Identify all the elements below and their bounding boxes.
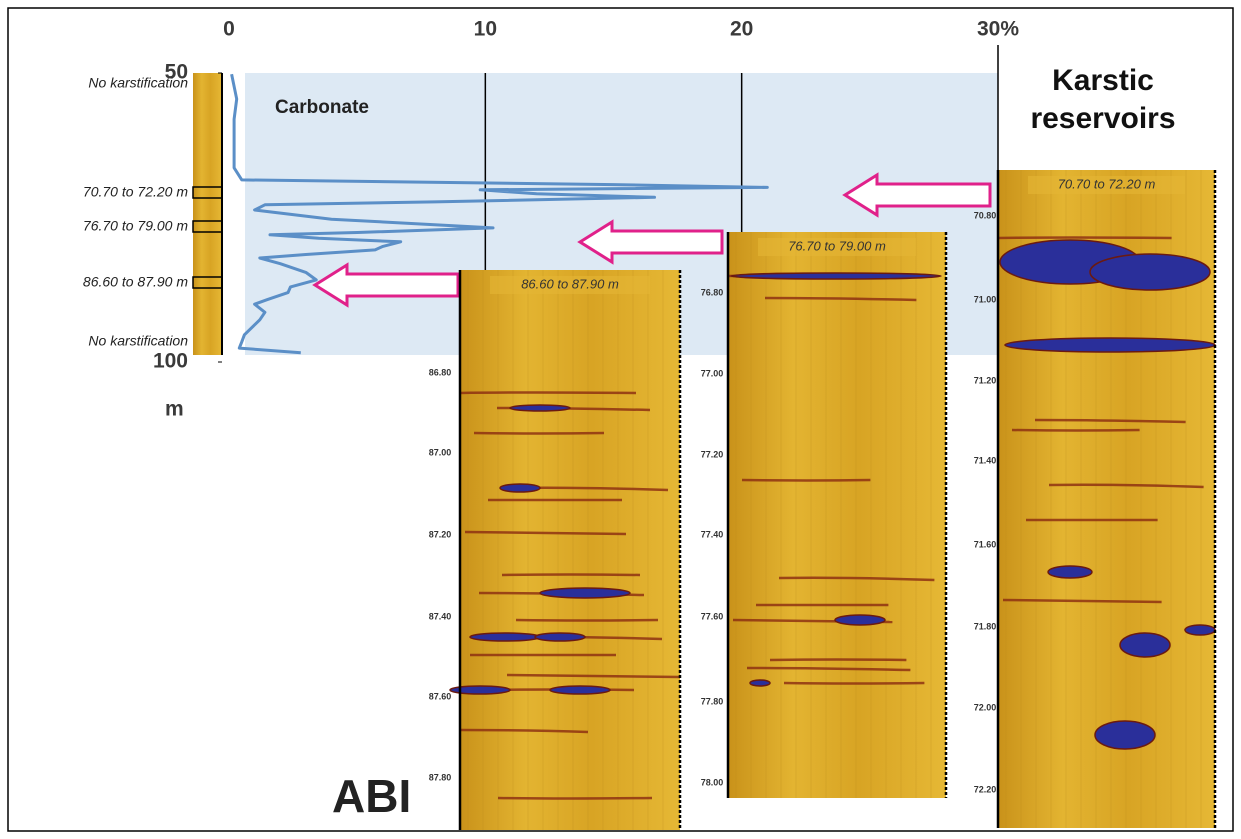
data-line [230, 73, 769, 355]
depth-tick: 87.40 [429, 611, 452, 621]
cavity [549, 685, 611, 695]
depth-tick: 71.40 [974, 455, 997, 465]
fracture [764, 296, 917, 302]
image-title: 76.70 to 79.00 m [788, 238, 886, 253]
image-title: 70.70 to 72.20 m [1058, 176, 1156, 191]
arrow [577, 219, 724, 265]
cavity [730, 272, 942, 280]
depth-tick: 70.80 [974, 210, 997, 220]
y-tick-label: 50 [165, 61, 188, 84]
borehole-image: 86.60 to 87.90 m 86.80 87.00 87.20 87.40 87.6… [429, 270, 682, 830]
cavity [539, 587, 631, 599]
title-bg [758, 238, 916, 256]
depth-tick: 71.00 [974, 294, 997, 304]
fracture [460, 728, 589, 734]
log-label: No karstification [88, 333, 188, 349]
depth-tick: 77.20 [701, 449, 724, 459]
image-panels: 86.60 to 87.90 m 86.80 87.00 87.20 87.40 87.6… [429, 170, 1217, 830]
cavity [1047, 565, 1093, 579]
depth-tick: 76.80 [701, 287, 724, 297]
fracture [741, 478, 871, 482]
cavity [1094, 720, 1156, 750]
annotation: Carbonate [275, 97, 369, 118]
depth-tick: 71.60 [974, 539, 997, 549]
depth-tick: 77.40 [701, 529, 724, 539]
depth-tick: 71.20 [974, 375, 997, 385]
fracture [783, 681, 925, 685]
log-label: 86.60 to 87.90 m [83, 274, 188, 290]
fracture [997, 236, 1172, 240]
cavity [499, 483, 541, 493]
cavity [749, 679, 771, 687]
fracture [501, 573, 641, 577]
depth-tick: 72.00 [974, 702, 997, 712]
interval-box [192, 186, 223, 199]
fracture [1048, 483, 1204, 489]
fracture [506, 673, 681, 679]
annotation-box: Karstic reservoirs [1030, 64, 1176, 135]
depth-tick: 78.00 [701, 777, 724, 787]
depth-tick: 77.60 [701, 611, 724, 621]
fracture [1002, 598, 1162, 604]
cavity [1089, 253, 1211, 291]
fracture [1034, 418, 1186, 424]
fracture [459, 391, 637, 395]
image-body [728, 232, 946, 798]
depth-tick: 72.20 [974, 784, 997, 794]
background-layer [312, 45, 999, 308]
fracture [515, 618, 659, 622]
cavity [469, 632, 541, 642]
fracture [1011, 428, 1140, 432]
depth-tick: 87.60 [429, 691, 452, 701]
log-label: 76.70 to 79.00 m [83, 218, 188, 234]
borehole-image: 70.70 to 72.20 m 70.80 71.00 71.20 71.40 71.6… [974, 170, 1217, 828]
y-axis-label: m [165, 398, 184, 421]
fracture [769, 658, 907, 662]
image-title: 86.60 to 87.90 m [521, 276, 619, 291]
log-strip [193, 73, 222, 355]
x-tick-label: 0 [223, 18, 235, 41]
image-body [460, 270, 680, 830]
fracture [464, 530, 627, 536]
depth-tick: 87.00 [429, 447, 452, 457]
fracture [497, 796, 653, 800]
fracture [473, 431, 605, 435]
title-bg [1028, 176, 1185, 194]
cavity [534, 632, 586, 642]
arrow [312, 262, 460, 308]
x-tick-label: 20 [730, 18, 753, 41]
fracture [746, 666, 911, 672]
depth-tick: 87.20 [429, 529, 452, 539]
fracture [778, 576, 935, 582]
borehole-image: 76.70 to 79.00 m 76.80 77.00 77.20 77.40 77.6… [701, 232, 948, 798]
cavity [1184, 624, 1216, 636]
arrow [842, 172, 992, 218]
annotation: Karstic reservoirs [1030, 64, 1176, 135]
annotation: ABI [332, 770, 411, 822]
log-label: 70.70 to 72.20 m [83, 184, 188, 200]
depth-tick: 77.00 [701, 368, 724, 378]
title-bg [490, 276, 650, 294]
depth-tick: 77.80 [701, 696, 724, 706]
depth-tick: 71.80 [974, 621, 997, 631]
cavity [509, 404, 571, 412]
interval-box [192, 276, 223, 289]
depth-tick: 86.80 [429, 367, 452, 377]
interval-box [192, 220, 223, 233]
y-tick-label: 100 [153, 350, 188, 373]
cavity [1119, 632, 1171, 658]
cavity [1004, 337, 1216, 353]
log-label: No karstification [88, 75, 188, 91]
frame [7, 7, 1234, 832]
x-tick-label: 30% [977, 18, 1019, 41]
cavity [449, 685, 511, 695]
depth-tick: 87.80 [429, 772, 452, 782]
cavity [834, 614, 886, 626]
x-tick-label: 10 [474, 18, 497, 41]
